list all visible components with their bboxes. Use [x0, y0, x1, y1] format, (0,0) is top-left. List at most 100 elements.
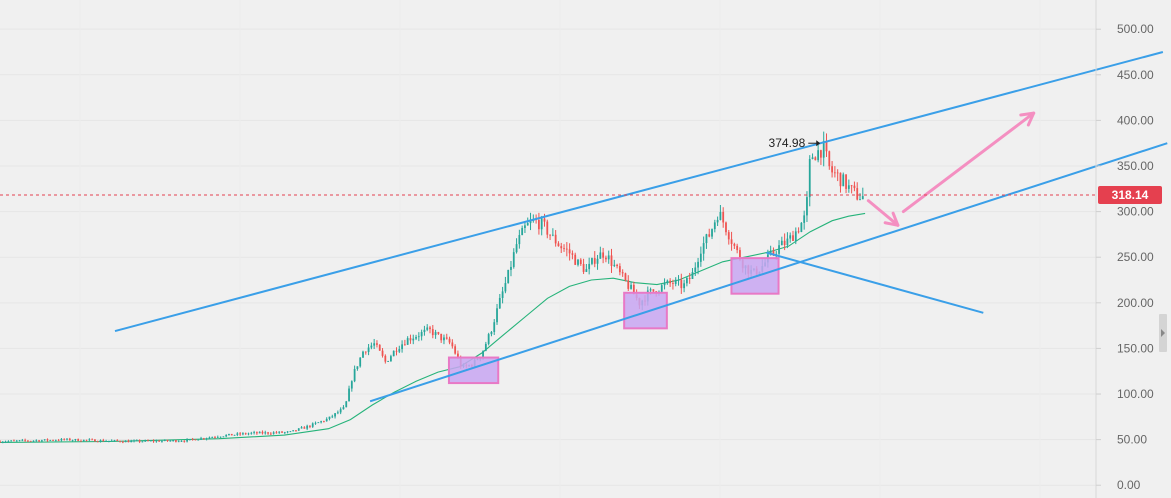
candle-down	[175, 440, 177, 442]
candle-up	[300, 427, 303, 429]
candle-down	[183, 441, 186, 442]
candle-up	[130, 441, 133, 443]
price-axis-tick-label: 200.00	[1117, 296, 1154, 310]
candle-up	[677, 279, 680, 281]
candle-down	[565, 248, 568, 250]
candle-down	[733, 243, 736, 246]
candle-down	[836, 172, 839, 174]
candle-up	[228, 433, 230, 436]
candle-up	[350, 381, 353, 389]
candle-up	[496, 308, 498, 323]
candle-up	[71, 440, 74, 441]
price-axis[interactable]: 500.00 450.00 400.00 350.00 300.00 250.00 200.…	[1096, 22, 1154, 492]
candle-down	[46, 439, 49, 441]
candle-up	[490, 331, 493, 335]
candle-up	[806, 197, 808, 216]
candle-up	[719, 211, 722, 220]
candle-down	[269, 433, 272, 435]
candle-down	[856, 188, 859, 200]
candle-up	[716, 219, 719, 223]
candle-down	[80, 440, 82, 442]
candle-up	[630, 284, 632, 289]
candle-down	[739, 250, 741, 260]
candle-down	[381, 350, 384, 356]
candle-down	[0, 441, 1, 443]
candle-down	[121, 441, 124, 443]
candle-down	[839, 172, 842, 187]
candle-down	[214, 437, 216, 438]
candle-down	[275, 432, 278, 434]
candle-up	[685, 277, 688, 284]
candle-down	[91, 439, 94, 441]
candle-down	[303, 427, 306, 429]
candle-up	[334, 413, 336, 417]
scroll-handle[interactable]	[1159, 314, 1167, 352]
candle-down	[376, 343, 378, 345]
candle-down	[652, 289, 655, 292]
candle-up	[107, 440, 110, 442]
candle-down	[267, 432, 269, 434]
candle-up	[197, 439, 200, 441]
candle-up	[663, 283, 666, 286]
candle-up	[124, 440, 127, 443]
trendlines-layer	[114, 51, 1168, 403]
candle-up	[518, 235, 521, 245]
candle-up	[225, 435, 228, 437]
price-axis-tick-label: 50.00	[1117, 433, 1147, 447]
price-axis-tick-label: 500.00	[1117, 22, 1154, 36]
candle-down	[610, 255, 613, 266]
candle-down	[845, 174, 847, 189]
candle-up	[161, 440, 163, 442]
candle-down	[448, 338, 451, 343]
candle-up	[713, 222, 716, 230]
candle-up	[387, 361, 390, 362]
candle-down	[158, 440, 161, 442]
candle-down	[792, 235, 794, 241]
candle-up	[43, 439, 46, 441]
candle-up	[775, 253, 778, 255]
candle-up	[406, 338, 409, 345]
candle-up	[390, 356, 392, 362]
candle-up	[769, 250, 772, 255]
candle-down	[621, 272, 624, 274]
candle-up	[847, 185, 850, 189]
trendline	[766, 251, 984, 314]
candle-up	[800, 222, 803, 232]
candle-down	[230, 433, 233, 436]
candle-down	[116, 440, 119, 441]
candle-up	[211, 437, 214, 438]
candle-down	[568, 249, 571, 254]
candle-down	[24, 439, 27, 441]
peak-annotation: 374.98	[769, 136, 821, 150]
candle-up	[328, 416, 331, 419]
candle-up	[172, 440, 175, 441]
candle-down	[850, 185, 853, 187]
candle-up	[320, 421, 323, 423]
candle-down	[409, 338, 412, 341]
candle-up	[317, 422, 320, 424]
candle-up	[803, 215, 806, 223]
candle-up	[487, 334, 490, 344]
candle-up	[297, 428, 300, 431]
candle-down	[538, 219, 540, 230]
candle-up	[356, 366, 359, 369]
candle-up	[526, 223, 529, 226]
candle-down	[437, 332, 440, 334]
candle-up	[110, 440, 113, 442]
candle-down	[309, 425, 311, 427]
candle-down	[546, 221, 549, 235]
price-axis-tick-label: 350.00	[1117, 159, 1154, 173]
candle-down	[102, 440, 105, 442]
candle-up	[367, 347, 370, 352]
candle-up	[780, 240, 783, 246]
candle-up	[794, 231, 797, 241]
candle-down	[632, 284, 635, 295]
candle-up	[242, 433, 244, 435]
arrows-layer	[866, 111, 1036, 227]
candle-up	[607, 255, 610, 260]
candle-up	[493, 322, 496, 332]
candle-up	[258, 431, 261, 434]
candle-up	[35, 440, 38, 442]
